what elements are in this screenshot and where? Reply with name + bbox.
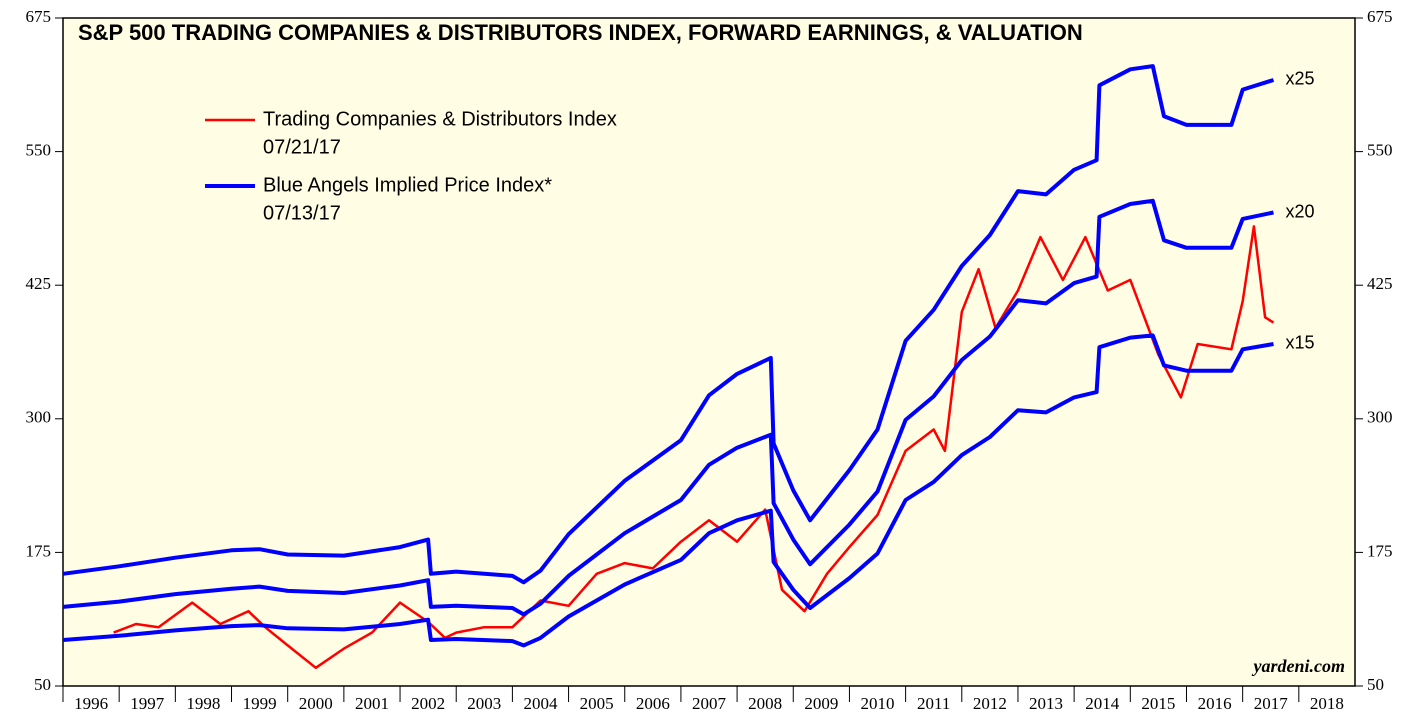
x-tick-label: 1999	[243, 694, 277, 713]
x-tick-label: 1997	[130, 694, 165, 713]
y-tick-label: 300	[26, 408, 52, 427]
x-tick-label: 2003	[467, 694, 501, 713]
x-tick-label: 2018	[1310, 694, 1344, 713]
x-tick-label: 2013	[1029, 694, 1063, 713]
series-line	[62, 64, 1275, 585]
x-tick-label: 2016	[1198, 694, 1232, 713]
x-tick-label: 2015	[1141, 694, 1175, 713]
x-tick-label: 2006	[636, 694, 670, 713]
x-tick-label: 2011	[917, 694, 950, 713]
y2-tick-label: 50	[1367, 675, 1384, 694]
x-tick-label: 2012	[973, 694, 1007, 713]
chart-title: S&P 500 TRADING COMPANIES & DISTRIBUTORS…	[78, 20, 1083, 45]
y-tick-label: 550	[26, 141, 52, 160]
x-tick-label: 2010	[861, 694, 895, 713]
series-line	[62, 198, 1274, 617]
y2-tick-label: 300	[1367, 408, 1393, 427]
y-tick-label: 425	[26, 274, 52, 293]
y2-tick-label: 425	[1367, 274, 1393, 293]
x-tick-label: 1998	[186, 694, 220, 713]
series-line	[62, 333, 1274, 648]
legend-date: 07/13/17	[263, 202, 341, 224]
legend-label: Trading Companies & Distributors Index	[263, 108, 617, 130]
x-tick-label: 1996	[74, 694, 108, 713]
x-tick-label: 2008	[748, 694, 782, 713]
y-tick-label: 675	[26, 7, 52, 26]
x-tick-label: 2004	[523, 694, 558, 713]
x-tick-label: 2009	[804, 694, 838, 713]
legend-label: Blue Angels Implied Price Index*	[263, 174, 552, 196]
x-tick-label: 2001	[355, 694, 389, 713]
y-tick-label: 50	[34, 675, 51, 694]
y2-tick-label: 175	[1367, 541, 1393, 560]
source: yardeni.com	[1252, 656, 1346, 676]
x-tick-label: 2002	[411, 694, 445, 713]
series-label: x20	[1286, 201, 1315, 221]
x-tick-label: 2007	[692, 694, 727, 713]
y-tick-label: 175	[26, 541, 52, 560]
plot-area	[62, 17, 1356, 687]
series-label: x25	[1286, 69, 1315, 89]
x-tick-label: 2000	[299, 694, 333, 713]
legend-date: 07/21/17	[263, 136, 341, 158]
y2-tick-label: 675	[1367, 7, 1393, 26]
x-tick-label: 2005	[580, 694, 614, 713]
x-tick-label: 2017	[1254, 694, 1289, 713]
series-line	[113, 225, 1275, 670]
x-tick-label: 2014	[1085, 694, 1120, 713]
series-label: x15	[1286, 333, 1315, 353]
y2-tick-label: 550	[1367, 141, 1393, 160]
